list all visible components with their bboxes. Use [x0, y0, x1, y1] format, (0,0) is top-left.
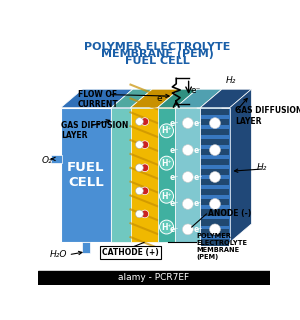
Bar: [201, 189, 229, 196]
Polygon shape: [130, 89, 152, 243]
Bar: [38, 271, 270, 285]
Circle shape: [209, 224, 220, 235]
Bar: [201, 169, 229, 175]
Bar: [201, 149, 229, 156]
Text: GAS DIFFUSION
LAYER: GAS DIFFUSION LAYER: [61, 121, 128, 140]
Bar: [201, 139, 229, 145]
Text: e⁻: e⁻: [194, 119, 203, 128]
Text: H⁺: H⁺: [161, 126, 172, 135]
Circle shape: [141, 210, 149, 218]
Circle shape: [160, 220, 173, 234]
Polygon shape: [200, 89, 222, 243]
Circle shape: [141, 141, 149, 148]
Circle shape: [182, 118, 193, 129]
Bar: [176, 108, 200, 243]
Circle shape: [160, 156, 173, 170]
Bar: [201, 219, 229, 226]
Text: H⁺: H⁺: [161, 159, 172, 168]
Bar: [201, 129, 229, 135]
Text: H₂O: H₂O: [50, 250, 67, 259]
Text: H₂: H₂: [256, 163, 267, 172]
Circle shape: [182, 172, 193, 182]
Text: POLYMER ELECTROLYTE: POLYMER ELECTROLYTE: [84, 42, 231, 52]
Bar: [201, 109, 229, 116]
Polygon shape: [158, 89, 197, 108]
Text: e⁻: e⁻: [194, 225, 203, 234]
Text: alamy - PCR7EF: alamy - PCR7EF: [118, 273, 189, 282]
Circle shape: [209, 172, 220, 182]
Circle shape: [209, 198, 220, 209]
Text: O₂: O₂: [41, 156, 52, 165]
Bar: [201, 239, 229, 245]
Text: e⁻: e⁻: [170, 199, 179, 208]
Bar: [82, 243, 90, 253]
Text: e⁻: e⁻: [170, 172, 179, 181]
Circle shape: [136, 164, 143, 172]
Text: H₂: H₂: [226, 76, 236, 85]
Bar: [201, 229, 229, 236]
Text: CATHODE (+): CATHODE (+): [102, 248, 159, 257]
Circle shape: [160, 189, 173, 203]
Bar: [200, 108, 230, 243]
Text: e⁻: e⁻: [170, 119, 179, 128]
Bar: [51, 155, 62, 163]
Text: e⁻: e⁻: [194, 146, 203, 155]
Circle shape: [182, 145, 193, 156]
Text: FLOW OF
CURRENT: FLOW OF CURRENT: [78, 90, 118, 109]
Polygon shape: [230, 89, 251, 243]
Bar: [201, 209, 229, 215]
Bar: [158, 108, 175, 243]
Circle shape: [209, 145, 220, 156]
Bar: [201, 159, 229, 165]
Circle shape: [182, 198, 193, 209]
Polygon shape: [176, 89, 197, 243]
Polygon shape: [200, 89, 251, 108]
Circle shape: [141, 164, 149, 172]
Text: e⁻: e⁻: [170, 225, 179, 234]
Text: e⁻: e⁻: [194, 199, 203, 208]
Polygon shape: [61, 89, 133, 108]
Bar: [130, 108, 158, 243]
Bar: [111, 108, 130, 243]
Polygon shape: [130, 89, 179, 108]
Polygon shape: [176, 89, 222, 108]
Text: GAS DIFFUSION
LAYER: GAS DIFFUSION LAYER: [235, 106, 300, 125]
Circle shape: [160, 124, 173, 138]
Circle shape: [136, 210, 143, 218]
Bar: [201, 199, 229, 205]
Bar: [201, 119, 229, 125]
Circle shape: [136, 141, 143, 148]
Text: FUEL
CELL: FUEL CELL: [67, 161, 105, 189]
Text: e⁻: e⁻: [157, 94, 167, 103]
Circle shape: [141, 187, 149, 195]
Circle shape: [209, 118, 220, 129]
Text: e⁻: e⁻: [194, 172, 203, 181]
Text: POLYMER
ELECTROLYTE
MEMBRANE
(PEM): POLYMER ELECTROLYTE MEMBRANE (PEM): [196, 233, 247, 260]
Polygon shape: [111, 89, 133, 243]
Text: MEMBRANE (PEM): MEMBRANE (PEM): [101, 49, 214, 59]
Text: e⁻: e⁻: [170, 146, 179, 155]
Text: H⁺: H⁺: [161, 222, 172, 232]
Text: FUEL CELL: FUEL CELL: [125, 56, 190, 66]
Circle shape: [136, 187, 143, 195]
Bar: [130, 108, 158, 243]
Polygon shape: [158, 89, 179, 243]
Polygon shape: [111, 89, 152, 108]
Circle shape: [136, 118, 143, 125]
Circle shape: [141, 118, 149, 125]
Text: ANODE (-): ANODE (-): [208, 210, 251, 219]
Text: e⁻: e⁻: [190, 86, 201, 95]
Circle shape: [182, 224, 193, 235]
Bar: [201, 179, 229, 186]
Text: H⁺: H⁺: [161, 192, 172, 201]
Bar: [61, 108, 111, 243]
